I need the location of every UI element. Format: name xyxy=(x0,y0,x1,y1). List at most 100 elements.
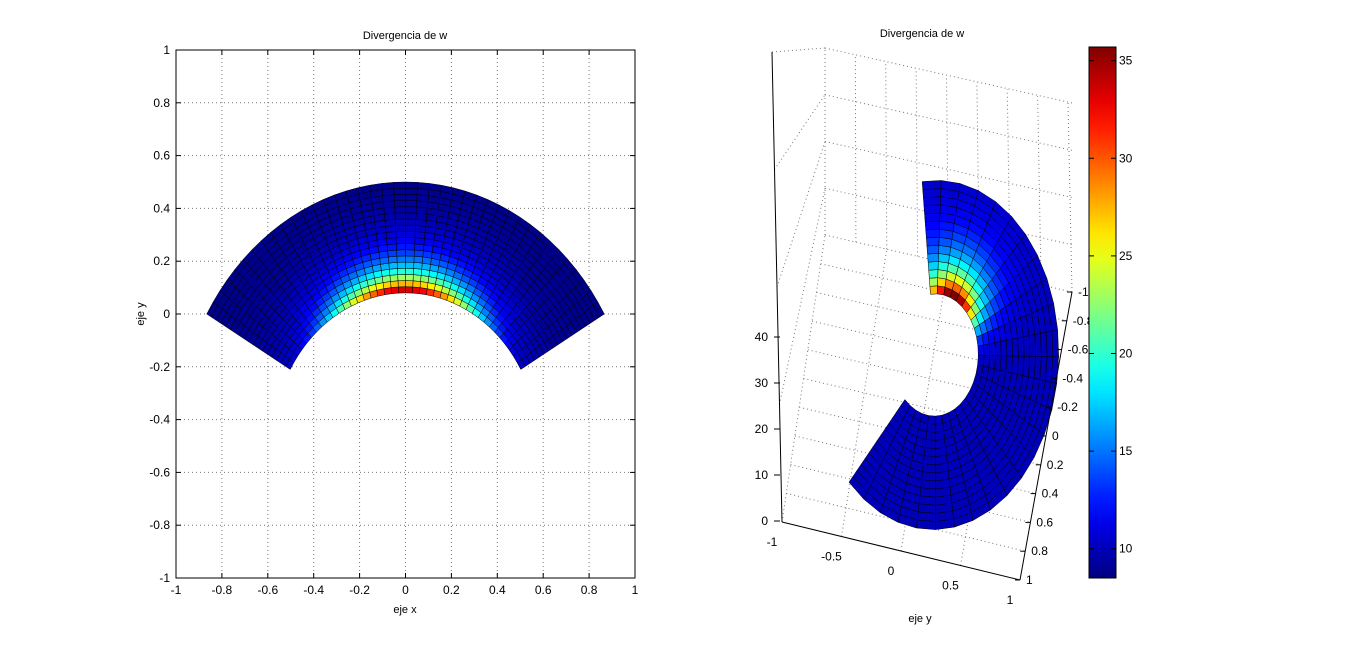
left-surface-cell xyxy=(405,212,417,220)
right-surface-cell xyxy=(989,342,996,357)
right-ytick-label: 0 xyxy=(1052,429,1059,443)
right-surface-cell xyxy=(922,188,942,198)
right-grid-line xyxy=(976,82,980,271)
colorbar-tick-label: 20 xyxy=(1119,346,1133,360)
left-surface-cell xyxy=(397,286,406,294)
left-surface-cell xyxy=(415,225,426,233)
right-surface-cell xyxy=(983,343,991,356)
left-surface-cell xyxy=(395,224,406,232)
right-ytick-label: 0.6 xyxy=(1036,515,1053,529)
left-xlabel: eje x xyxy=(393,604,417,616)
left-surface-cell xyxy=(413,268,422,276)
right-ytick-label: -0.2 xyxy=(1057,400,1078,414)
right-grid-line xyxy=(771,47,826,53)
left-surface-cell xyxy=(405,280,414,288)
left-surface-cell xyxy=(414,237,425,245)
left-xtick-label: 0.2 xyxy=(443,583,460,597)
left-surface-cell xyxy=(405,286,414,294)
left-surface-cell xyxy=(405,206,417,214)
left-ytick-label: 0.8 xyxy=(153,96,170,110)
right-grid-line xyxy=(779,188,826,405)
left-surface-cell xyxy=(405,261,415,269)
left-surface-cell xyxy=(393,181,406,189)
left-surface-cell xyxy=(405,194,418,202)
left-ytick-label: 0.2 xyxy=(153,254,170,268)
left-surface-cell xyxy=(394,200,406,208)
left-surface-cell xyxy=(396,243,406,251)
left-surface-cell xyxy=(412,274,422,282)
colorbar-tick-label: 15 xyxy=(1119,444,1133,458)
right-surface-cell xyxy=(926,423,936,433)
right-surface-cell xyxy=(921,471,936,482)
left-surface-cell xyxy=(385,225,396,233)
left-surface-cell xyxy=(405,181,418,189)
colorbar-tick-label: 25 xyxy=(1119,249,1133,263)
left-xtick-label: 0.4 xyxy=(489,583,506,597)
right-grid-line xyxy=(824,94,1073,151)
left-surface-cell xyxy=(405,187,418,195)
left-xtick-label: -0.4 xyxy=(303,583,324,597)
right-surface-cell xyxy=(920,479,936,490)
right-surface-cell xyxy=(927,253,939,263)
left-surface-cell xyxy=(395,237,406,245)
right-surface-cell xyxy=(934,422,944,433)
right-grid-line xyxy=(824,47,1073,104)
right-xtick-label: -1 xyxy=(767,535,778,549)
left-surface-cell xyxy=(405,200,417,208)
right-surface-cell xyxy=(921,180,942,190)
left-surface-cell xyxy=(414,243,425,252)
right-surface-cell xyxy=(994,341,1002,357)
left-surface-cell xyxy=(394,212,406,220)
left-surface-cell xyxy=(387,255,398,264)
left-ytick-label: 1 xyxy=(163,43,170,57)
left-xtick-label: 1 xyxy=(632,583,639,597)
left-surface-cell xyxy=(413,249,424,258)
right-surface-cell xyxy=(982,355,991,368)
left-surface-cell xyxy=(396,255,406,263)
right-xtick-label: 0.5 xyxy=(942,579,959,593)
left-surface-cell xyxy=(389,268,398,276)
left-ytick-label: 0 xyxy=(163,307,170,321)
right-grid-line xyxy=(946,75,949,264)
right-surface-cell xyxy=(925,431,936,441)
colorbar-bar xyxy=(1088,46,1117,579)
left-surface-cell xyxy=(397,267,406,275)
right-axis-line xyxy=(781,521,1021,581)
right-surface-cell xyxy=(937,277,947,288)
right-ytick-label: 1 xyxy=(1026,573,1033,587)
left-ytick-label: -0.8 xyxy=(149,518,170,532)
right-ztick-label: 0 xyxy=(761,514,768,528)
left-ytick-label: 0.4 xyxy=(153,201,170,215)
right-surface-cell xyxy=(934,414,943,425)
right-surface-cell xyxy=(923,204,941,215)
colorbar-tick-label: 10 xyxy=(1119,542,1133,556)
right-grid-line xyxy=(786,492,1026,552)
left-surface-cell xyxy=(416,182,430,190)
right-grid-line xyxy=(776,141,826,288)
right-grid-line xyxy=(841,249,888,537)
right-surface-cell xyxy=(916,519,936,530)
right-ytick-label: -0.4 xyxy=(1062,371,1083,385)
left-surface-cell xyxy=(415,218,427,227)
right-surface xyxy=(848,180,1059,530)
left-surface-cell xyxy=(413,262,423,270)
left-surface-cell xyxy=(384,218,396,227)
left-xtick-label: -0.8 xyxy=(212,583,233,597)
colorbar: 35 30 25 20 15 10 xyxy=(1088,46,1133,579)
left-surface-cell xyxy=(390,280,399,288)
left-ticks: -1 -0.8 -0.6 -0.4 -0.2 0 0.2 0.4 0.6 0.8 1 1 0.8 0.6 0… xyxy=(149,43,638,597)
right-ytick-label: -1 xyxy=(1078,285,1089,299)
left-title: Divergencia de w xyxy=(363,30,447,42)
right-surface-cell xyxy=(1051,329,1059,357)
left-surface-cell xyxy=(405,237,416,245)
left-surface-cell xyxy=(405,224,416,232)
right-surface-cell xyxy=(924,220,941,231)
right-ztick-label: 20 xyxy=(755,422,769,436)
right-surface-cell xyxy=(1017,336,1025,357)
left-surface-cell xyxy=(384,212,396,221)
right-surface-cell xyxy=(924,212,941,223)
right-xtick-label: -0.5 xyxy=(821,550,842,564)
left-xtick-label: 0.8 xyxy=(581,583,598,597)
left-surface-cell xyxy=(415,212,427,221)
left-surface-cell xyxy=(385,231,397,239)
